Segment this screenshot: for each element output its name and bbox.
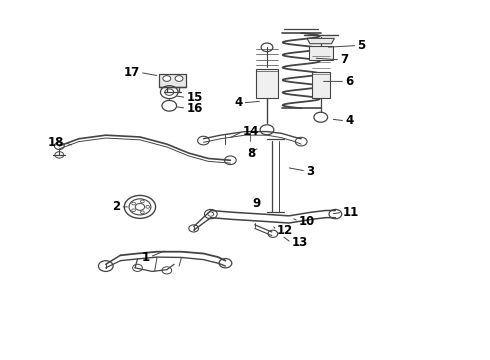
Polygon shape [307,39,334,44]
Text: 15: 15 [186,91,203,104]
Text: 1: 1 [142,251,150,264]
Text: 9: 9 [252,197,261,210]
Text: 16: 16 [186,102,203,115]
Text: 10: 10 [299,215,315,228]
Text: 4: 4 [345,114,353,127]
Text: 5: 5 [357,39,366,52]
Text: 6: 6 [345,75,353,88]
Text: 11: 11 [343,206,359,219]
Text: 18: 18 [48,136,64,149]
Text: 14: 14 [243,125,259,138]
Polygon shape [256,69,278,98]
Text: 13: 13 [292,236,308,249]
Circle shape [175,76,183,81]
Polygon shape [312,72,330,98]
Text: 7: 7 [340,53,348,66]
Text: 12: 12 [277,224,293,237]
Circle shape [163,76,171,81]
Polygon shape [159,74,186,87]
Text: 17: 17 [123,66,140,79]
Text: 2: 2 [112,201,121,213]
Text: 4: 4 [234,96,243,109]
Text: 8: 8 [247,147,256,159]
Text: 3: 3 [306,165,314,177]
Polygon shape [309,45,333,60]
